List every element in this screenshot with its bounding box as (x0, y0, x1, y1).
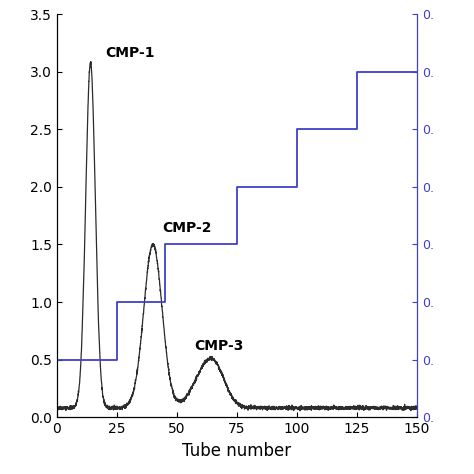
Text: CMP-1: CMP-1 (105, 46, 155, 60)
X-axis label: Tube number: Tube number (182, 442, 292, 459)
Text: CMP-3: CMP-3 (194, 338, 243, 353)
Text: CMP-2: CMP-2 (163, 221, 212, 235)
